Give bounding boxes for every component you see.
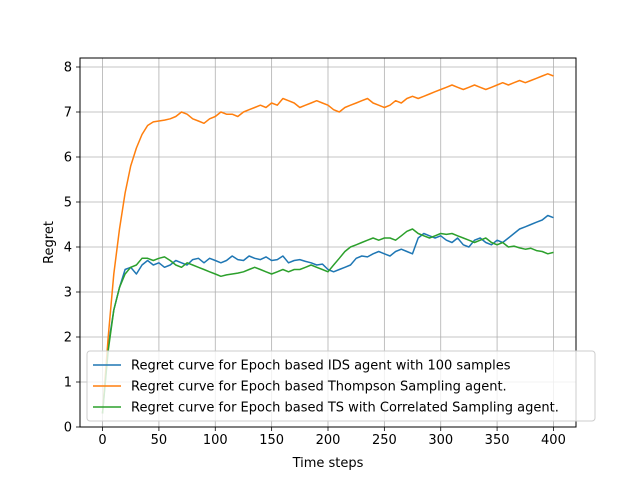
x-tick-label: 200 xyxy=(316,433,341,448)
y-axis-label: Regret xyxy=(42,221,57,264)
legend-label-2: Regret curve for Epoch based Thompson Sa… xyxy=(131,380,507,395)
x-axis: 0 50 100 150 200 250 300 350 400 xyxy=(98,427,566,448)
y-tick-label: 6 xyxy=(64,151,72,166)
y-axis: 0 1 2 3 4 5 6 7 8 xyxy=(64,61,80,436)
series-line-3 xyxy=(101,228,554,414)
y-tick-label: 3 xyxy=(64,286,72,301)
x-tick-label: 400 xyxy=(541,433,566,448)
x-tick-label: 0 xyxy=(98,433,106,448)
y-tick-label: 8 xyxy=(64,61,72,76)
y-tick-label: 4 xyxy=(64,241,72,256)
legend: Regret curve for Epoch based IDS agent w… xyxy=(86,350,596,422)
series-line-2 xyxy=(101,73,554,414)
legend-box xyxy=(86,350,596,422)
legend-label-1: Regret curve for Epoch based IDS agent w… xyxy=(131,359,511,374)
legend-label-3: Regret curve for Epoch based TS with Cor… xyxy=(131,401,559,416)
x-tick-label: 350 xyxy=(485,433,510,448)
y-tick-label: 2 xyxy=(64,331,72,346)
x-tick-label: 50 xyxy=(151,433,168,448)
x-tick-label: 150 xyxy=(259,433,284,448)
y-tick-label: 5 xyxy=(64,196,72,211)
y-tick-label: 7 xyxy=(64,106,72,121)
x-tick-label: 100 xyxy=(203,433,228,448)
series-line-1 xyxy=(101,214,554,414)
x-axis-label: Time steps xyxy=(292,456,364,471)
x-tick-label: 300 xyxy=(428,433,453,448)
y-tick-label: 1 xyxy=(64,376,72,391)
series-group xyxy=(101,73,554,414)
y-tick-label: 0 xyxy=(64,421,72,436)
x-tick-label: 250 xyxy=(372,433,397,448)
